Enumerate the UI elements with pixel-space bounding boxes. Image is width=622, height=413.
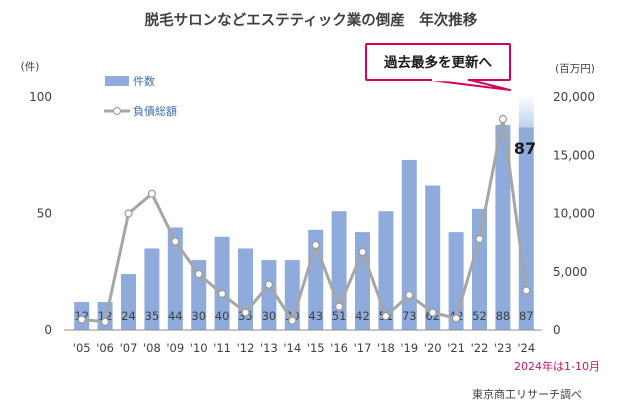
debt-point	[124, 209, 133, 218]
debt-point	[335, 302, 344, 311]
bar-value-label: 52	[472, 309, 487, 323]
bar	[425, 185, 441, 330]
x-tick-label: '22	[471, 341, 489, 355]
bar	[355, 232, 370, 330]
bar-value-labels: 1212243544304035303043514251736242528887	[74, 309, 533, 323]
debt-point	[311, 240, 320, 250]
x-tick-label: '17	[354, 341, 372, 355]
x-tick-label: '09	[166, 341, 184, 355]
debt-point	[358, 247, 367, 257]
callout-pointer	[429, 79, 511, 91]
x-tick-label: '08	[143, 341, 161, 355]
x-tick-label: '12	[237, 341, 255, 355]
debt-point	[218, 289, 227, 298]
x-axis-ticks: '05 '06 '07 '08 '09 '10 '11 '12 '13 '14 '15 '16 '17 '…	[73, 341, 535, 355]
bar-value-label: 30	[191, 309, 206, 323]
x-tick-label: '10	[190, 341, 208, 355]
debt-point	[100, 317, 110, 326]
debt-point	[498, 115, 507, 124]
debt-point	[264, 280, 273, 289]
bar	[261, 260, 277, 330]
bar	[518, 127, 534, 330]
x-tick-label: '16	[330, 341, 348, 355]
bar-value-label: 88	[496, 309, 511, 323]
bar	[495, 124, 511, 331]
right-tick-label: 15,000	[553, 148, 595, 162]
highlight-gradient	[518, 95, 534, 128]
bar	[167, 227, 183, 330]
x-tick-label: '11	[213, 341, 231, 355]
bar	[214, 236, 230, 330]
debt-point	[381, 311, 390, 321]
debt-point	[147, 189, 156, 198]
bar-value-label: 73	[402, 309, 417, 323]
bar	[401, 159, 417, 330]
period-note: 2024年は1-10月	[514, 359, 600, 373]
debt-point	[288, 316, 297, 325]
right-tick-label: 20,000	[553, 90, 595, 104]
x-tick-label: '15	[307, 341, 325, 355]
left-tick-label: 0	[44, 323, 52, 337]
left-tick-label: 100	[29, 90, 52, 104]
x-tick-label: '19	[400, 341, 418, 355]
bar-value-label: 42	[355, 309, 370, 323]
debt-point	[405, 290, 414, 300]
left-axis-unit: (件)	[21, 61, 40, 73]
legend-line-label: 負債総額	[133, 104, 177, 118]
debt-point	[522, 286, 531, 295]
bar-value-label: 43	[308, 309, 323, 323]
bar-value-label: 30	[262, 309, 277, 323]
line-series	[77, 115, 531, 326]
x-tick-label: '13	[260, 341, 278, 355]
debt-point	[241, 308, 250, 317]
bar-value-label: 44	[168, 309, 183, 323]
debt-point	[77, 315, 86, 324]
x-tick-label: '20	[424, 341, 442, 355]
x-tick-label: '07	[120, 341, 138, 355]
legend-bar-label: 件数	[133, 75, 155, 88]
right-tick-label: 0	[553, 323, 561, 337]
chart-title: 脱毛サロンなどエステティック業の倒産 年次推移	[145, 11, 478, 29]
legend-line-marker	[112, 106, 122, 116]
right-axis-ticks: 0 5,000 10,000 15,000 20,000	[553, 90, 595, 337]
debt-point	[171, 237, 180, 246]
x-tick-label: '18	[377, 341, 395, 355]
legend-bar-swatch	[105, 76, 129, 86]
bar-value-label: 51	[332, 309, 347, 323]
left-axis-ticks: 0 50 100	[29, 90, 52, 337]
callout-text: 過去最多を更新へ	[383, 54, 492, 71]
bar-series	[74, 124, 534, 331]
debt-point	[194, 269, 203, 279]
left-tick-label: 50	[37, 207, 52, 221]
debt-point	[475, 235, 484, 244]
bar-value-label: 40	[215, 309, 230, 323]
right-tick-label: 10,000	[553, 207, 595, 221]
bar	[378, 211, 394, 330]
callout: 過去最多を更新へ	[365, 43, 511, 91]
bar-value-label: 24	[121, 309, 136, 323]
x-tick-label: '21	[447, 341, 465, 355]
bar	[144, 248, 160, 330]
bar	[121, 274, 136, 330]
x-tick-label: '23	[494, 341, 512, 355]
highlight-gradient-bar	[518, 95, 534, 128]
legend: 件数 負債総額	[104, 75, 177, 118]
x-tick-label: '14	[283, 341, 301, 355]
right-tick-label: 5,000	[553, 265, 587, 279]
x-tick-label: '06	[96, 341, 114, 355]
highlight-value-label: 87	[514, 139, 536, 158]
debt-point	[428, 308, 437, 317]
bar-value-label: 87	[519, 309, 534, 323]
debt-point	[452, 314, 461, 323]
right-axis-unit: (百万円)	[555, 63, 595, 75]
x-tick-label: '24	[517, 341, 535, 355]
x-tick-label: '05	[73, 341, 91, 355]
bar-value-label: 35	[145, 309, 160, 323]
source-note: 東京商工リサーチ調べ	[472, 387, 582, 401]
